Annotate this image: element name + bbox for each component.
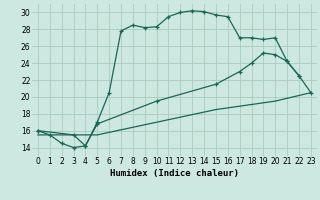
X-axis label: Humidex (Indice chaleur): Humidex (Indice chaleur) (110, 169, 239, 178)
